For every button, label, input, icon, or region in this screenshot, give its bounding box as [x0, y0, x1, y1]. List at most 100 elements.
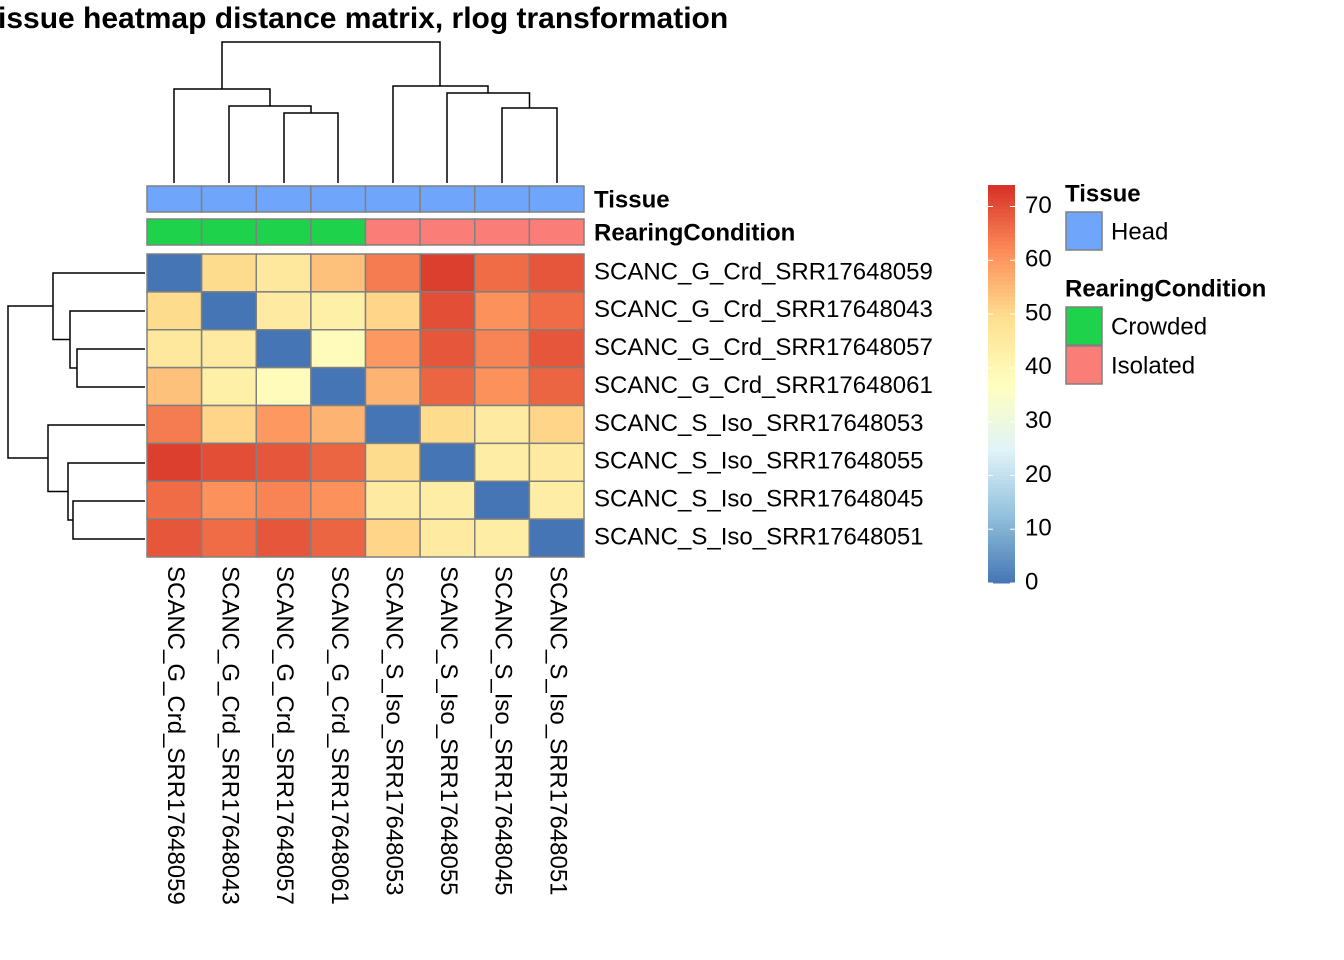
- color-bar-step: [988, 296, 1015, 301]
- color-bar-step: [988, 391, 1015, 397]
- color-bar-step: [988, 567, 1015, 572]
- color-bar-step: [988, 443, 1015, 449]
- dendrogram-branch: [52, 272, 145, 341]
- color-bar-step: [988, 475, 1015, 481]
- heatmap-cell: [200, 329, 257, 369]
- color-bar-step: [988, 324, 1015, 329]
- heatmap-cell: [528, 480, 585, 520]
- color-bar-label: 50: [1025, 299, 1052, 326]
- color-bar-step: [988, 551, 1015, 556]
- color-bar-step: [988, 415, 1015, 421]
- dendrogram-branch: [228, 105, 312, 183]
- heatmap-cell: [146, 480, 203, 520]
- heatmap-cell: [528, 366, 585, 407]
- color-bar-step: [988, 212, 1015, 218]
- annotation-cell: [474, 185, 531, 213]
- heatmap-cell: [255, 442, 312, 482]
- heatmap-cell: [146, 291, 203, 331]
- color-bar-step: [988, 387, 1015, 393]
- column-label: SCANC_S_Iso_SRR17648051: [544, 566, 571, 896]
- color-bar-step: [988, 308, 1015, 313]
- legend-swatch: [1065, 306, 1103, 346]
- color-bar-step: [988, 372, 1015, 377]
- color-bar-step: [988, 236, 1015, 242]
- heatmap-cell: [474, 329, 531, 369]
- heatmap-cell: [255, 404, 312, 445]
- dendrogram-branch: [67, 462, 145, 521]
- color-bar-step: [988, 535, 1015, 540]
- heatmap-cell: [255, 291, 312, 331]
- dendrogram-branch: [283, 112, 339, 183]
- column-label: SCANC_G_Crd_SRR17648059: [162, 566, 189, 905]
- color-bar-step: [988, 499, 1015, 504]
- dendrogram-branch: [7, 305, 53, 459]
- color-bar-step: [988, 435, 1015, 441]
- color-bar-step: [988, 423, 1015, 429]
- dendrogram-branch: [446, 92, 531, 183]
- color-bar-step: [988, 208, 1015, 214]
- heatmap-cell: [200, 442, 257, 482]
- heatmap-cell: [364, 291, 421, 331]
- color-bar-step: [988, 360, 1015, 365]
- heatmap-cell: [364, 518, 421, 558]
- color-bar-step: [988, 256, 1015, 262]
- color-bar-step: [988, 447, 1015, 453]
- heatmap-cell: [310, 366, 367, 407]
- heatmap-cell: [255, 480, 312, 520]
- color-bar-step: [988, 559, 1015, 564]
- heatmap-cell: [364, 480, 421, 520]
- heatmap-cell: [474, 291, 531, 331]
- color-bar-step: [988, 515, 1015, 520]
- heatmap-cell: [474, 253, 531, 293]
- color-bar-step: [988, 479, 1015, 484]
- color-bar-step: [988, 268, 1015, 274]
- column-label: SCANC_G_Crd_SRR17648057: [271, 566, 298, 905]
- color-bar-step: [988, 248, 1015, 254]
- color-bar-step: [988, 531, 1015, 536]
- legend-label: Head: [1111, 218, 1168, 245]
- dendrogram-branch: [221, 41, 441, 89]
- color-bar-step: [988, 320, 1015, 325]
- heatmap-cell: [364, 253, 421, 293]
- legend-swatch: [1065, 345, 1103, 385]
- color-bar-step: [988, 571, 1015, 576]
- heatmap-cell: [528, 442, 585, 482]
- color-bar-step: [988, 399, 1015, 405]
- color-bar-step: [988, 196, 1015, 202]
- heatmap-cell: [419, 291, 476, 331]
- heatmap-cell: [364, 404, 421, 445]
- heatmap-cell: [419, 253, 476, 293]
- color-bar-step: [988, 403, 1015, 409]
- color-bar-step: [988, 376, 1015, 381]
- column-label: SCANC_G_Crd_SRR17648043: [217, 566, 244, 905]
- color-bar-step: [988, 220, 1015, 226]
- color-bar-step: [988, 272, 1015, 278]
- color-bar-step: [988, 336, 1015, 341]
- color-bar-step: [988, 228, 1015, 234]
- heatmap-cell: [255, 253, 312, 293]
- column-label: SCANC_S_Iso_SRR17648045: [490, 566, 517, 896]
- color-bar-step: [988, 380, 1015, 385]
- legend-label: Crowded: [1111, 313, 1207, 340]
- heatmap-cell: [419, 518, 476, 558]
- color-bar-step: [988, 547, 1015, 552]
- annotation-cell: [364, 218, 421, 246]
- annotation-cell: [364, 185, 421, 213]
- heatmap-cell: [364, 329, 421, 369]
- color-bar-step: [988, 459, 1015, 465]
- color-bar-step: [988, 280, 1015, 285]
- annotation-label: Tissue: [594, 186, 670, 213]
- heatmap-cell: [255, 518, 312, 558]
- legend-title: Tissue: [1065, 180, 1141, 207]
- color-bar-step: [988, 284, 1015, 289]
- heatmap-cell: [310, 404, 367, 445]
- color-bar-step: [988, 455, 1015, 461]
- color-bar-step: [988, 471, 1015, 477]
- heatmap-cell: [474, 404, 531, 445]
- heatmap-cell: [419, 329, 476, 369]
- annotation-cell: [310, 185, 367, 213]
- heatmap-cell: [528, 253, 585, 293]
- heatmap-cell: [310, 329, 367, 369]
- heatmap-cell: [200, 518, 257, 558]
